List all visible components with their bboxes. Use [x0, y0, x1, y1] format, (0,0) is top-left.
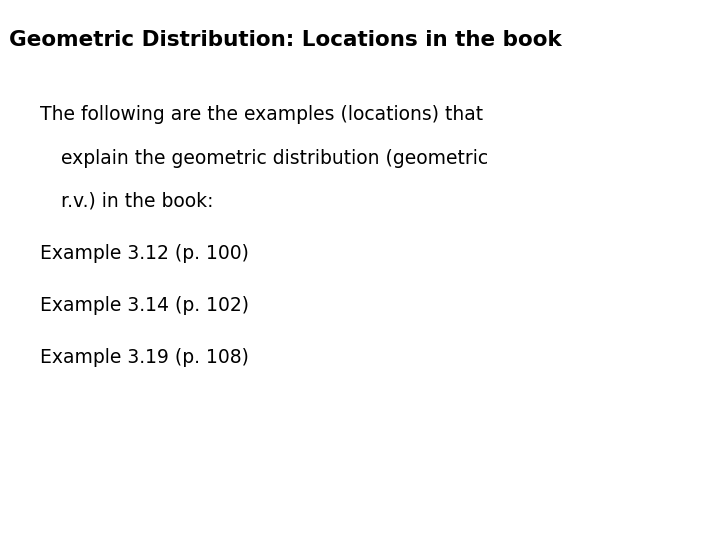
Text: Example 3.19 (p. 108): Example 3.19 (p. 108): [40, 348, 248, 367]
Text: Example 3.14 (p. 102): Example 3.14 (p. 102): [40, 296, 248, 315]
Text: r.v.) in the book:: r.v.) in the book:: [61, 192, 214, 211]
Text: explain the geometric distribution (geometric: explain the geometric distribution (geom…: [61, 148, 488, 167]
Text: The following are the examples (locations) that: The following are the examples (location…: [40, 105, 482, 124]
Text: Geometric Distribution: Locations in the book: Geometric Distribution: Locations in the…: [9, 30, 562, 50]
Text: Example 3.12 (p. 100): Example 3.12 (p. 100): [40, 244, 248, 263]
